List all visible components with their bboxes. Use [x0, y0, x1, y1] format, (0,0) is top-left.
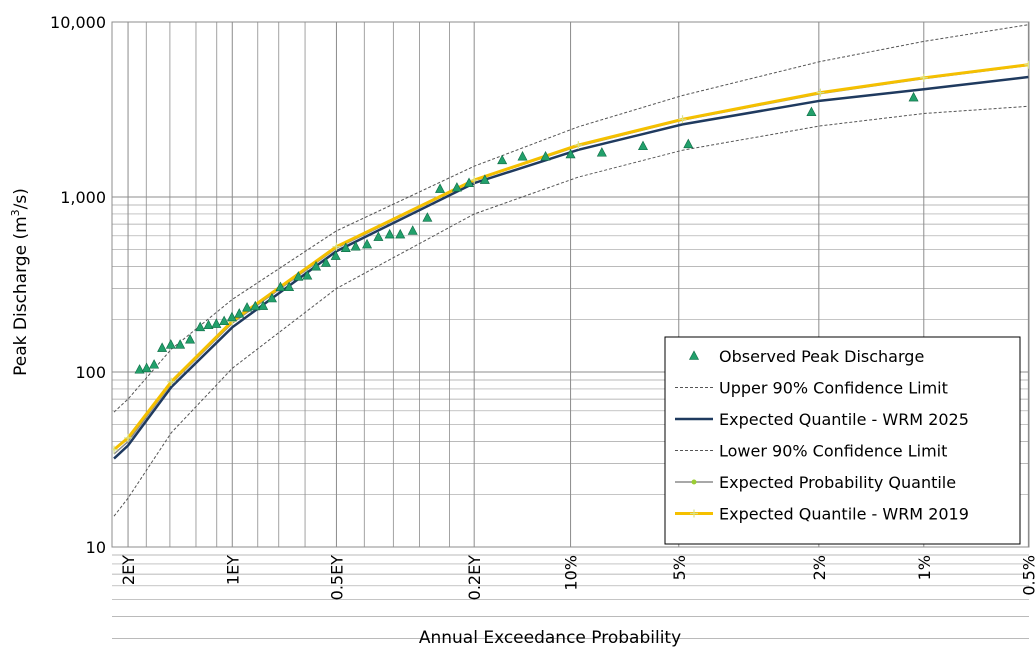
- observed-point: [234, 308, 245, 318]
- observed-point: [464, 177, 475, 187]
- wrm2019-marker: [919, 73, 928, 82]
- observed-point: [320, 257, 331, 267]
- observed-point: [141, 362, 152, 373]
- legend-label-upper: Upper 90% Confidence Limit: [719, 379, 948, 398]
- legend-box: [664, 336, 1021, 545]
- observed-point: [284, 281, 295, 292]
- x-tick-label: 2%: [810, 555, 829, 580]
- observed-point: [258, 300, 269, 310]
- observed-point: [497, 154, 508, 165]
- observed-point: [517, 151, 528, 161]
- series-layer: [112, 24, 1029, 517]
- observed-point: [637, 140, 648, 151]
- x-tick-label: 0.5%: [1019, 555, 1035, 596]
- plot-area-frame: [111, 21, 1030, 548]
- y-tick-label: 100: [75, 363, 106, 382]
- x-tick-label: 1%: [915, 555, 934, 580]
- series-group: [112, 24, 1029, 517]
- observed-point: [203, 319, 214, 330]
- observed-point: [373, 231, 384, 241]
- observed-point: [395, 228, 406, 239]
- wrm2019-marker: [1024, 60, 1029, 69]
- legend-label-probq: Expected Probability Quantile: [719, 473, 956, 492]
- legend-marker-probq: [691, 479, 697, 485]
- wrm2019-marker: [167, 377, 176, 386]
- wrm2019-marker: [332, 242, 341, 251]
- observed-point: [540, 151, 551, 161]
- wrm2019-marker: [470, 176, 479, 185]
- wrm2019-marker: [112, 445, 119, 454]
- y-axis-title: Peak Discharge (m3/s): [9, 188, 31, 376]
- observed-point: [242, 302, 253, 312]
- legend-label-wrm2025: Expected Quantile - WRM 2025: [719, 410, 969, 429]
- observed-point: [479, 174, 490, 184]
- observed-point: [451, 182, 462, 192]
- y-tick-label: 10: [86, 538, 106, 557]
- observed-point: [908, 91, 919, 102]
- observed-point: [226, 311, 237, 322]
- observed-point: [219, 315, 230, 326]
- observed-point: [596, 147, 607, 157]
- observed-point: [175, 339, 186, 349]
- legend-label-wrm2019: Expected Quantile - WRM 2019: [719, 505, 969, 524]
- legend-label-lower: Lower 90% Confidence Limit: [719, 442, 947, 461]
- observed-point: [422, 212, 433, 222]
- x-tick-label: 0.2EY: [465, 555, 484, 601]
- observed-point: [211, 318, 222, 328]
- x-tick-label: 0.5EY: [327, 555, 346, 601]
- observed-point: [330, 250, 341, 260]
- legend-label-observed: Observed Peak Discharge: [719, 347, 924, 366]
- observed-point: [293, 271, 304, 281]
- observed-point: [275, 281, 286, 292]
- observed-point: [250, 300, 261, 311]
- wrm2019-marker: [678, 115, 687, 124]
- x-tick-label: 2EY: [119, 555, 138, 585]
- observed-point: [362, 238, 373, 249]
- observed-point: [266, 292, 277, 303]
- observed-point: [806, 106, 817, 117]
- observed-point: [134, 364, 145, 374]
- observed-point: [683, 138, 694, 149]
- x-axis-tick-labels: 2EY 1EY 0.5EY 0.2EY 10% 5% 2% 1% 0.5%: [119, 555, 1035, 601]
- legend-swatch-observed: [689, 350, 699, 360]
- observed-point: [311, 260, 322, 271]
- lower-confidence-line: [113, 105, 1029, 517]
- observed-point: [435, 183, 446, 193]
- observed-point: [165, 339, 176, 349]
- observed-point: [149, 359, 160, 369]
- x-axis-title: Annual Exceedance Probability: [419, 628, 681, 648]
- x-tick-label: 10%: [562, 555, 581, 591]
- observed-point: [407, 225, 418, 235]
- y-axis-tick-labels: 10 100 1,000 10,000: [50, 13, 106, 557]
- observed-point: [195, 321, 206, 332]
- observed-point: [565, 148, 576, 159]
- x-tick-label: 1EY: [223, 555, 242, 585]
- observed-point: [185, 334, 196, 344]
- wrm2019-marker: [574, 141, 583, 150]
- observed-point: [384, 228, 395, 239]
- y-tick-label: 1,000: [60, 188, 106, 207]
- upper-confidence-line: [113, 24, 1029, 413]
- observed-point: [157, 342, 168, 352]
- legend: Observed Peak Discharge Upper 90% Confide…: [664, 336, 1021, 545]
- legend-marker-wrm2019: [690, 509, 698, 518]
- observed-point: [302, 270, 313, 280]
- observed-point: [350, 241, 361, 251]
- wrm2019-marker: [816, 88, 825, 97]
- x-tick-label: 5%: [670, 555, 689, 580]
- observed-point: [340, 242, 351, 252]
- y-tick-label: 10,000: [50, 13, 106, 32]
- wrm2019-marker: [124, 433, 133, 442]
